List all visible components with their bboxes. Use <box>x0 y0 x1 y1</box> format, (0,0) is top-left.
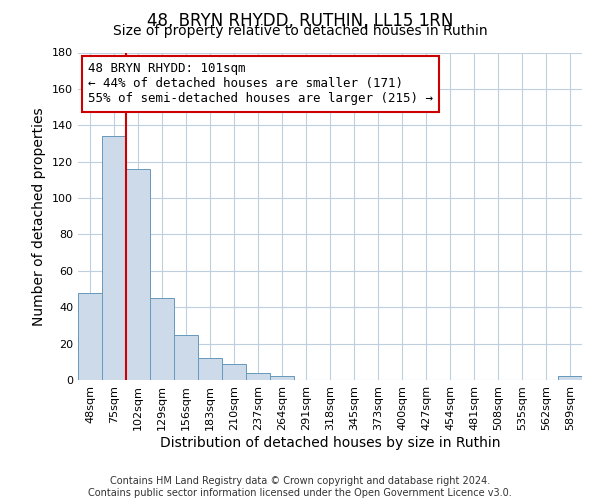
Y-axis label: Number of detached properties: Number of detached properties <box>32 107 46 326</box>
Text: 48 BRYN RHYDD: 101sqm
← 44% of detached houses are smaller (171)
55% of semi-det: 48 BRYN RHYDD: 101sqm ← 44% of detached … <box>88 62 433 106</box>
Bar <box>78 292 102 380</box>
Bar <box>198 358 222 380</box>
Bar <box>246 372 270 380</box>
Bar <box>558 376 582 380</box>
Text: Contains HM Land Registry data © Crown copyright and database right 2024.
Contai: Contains HM Land Registry data © Crown c… <box>88 476 512 498</box>
Text: 48, BRYN RHYDD, RUTHIN, LL15 1RN: 48, BRYN RHYDD, RUTHIN, LL15 1RN <box>147 12 453 30</box>
Bar <box>150 298 174 380</box>
Bar <box>270 376 294 380</box>
Bar <box>102 136 126 380</box>
Bar <box>126 169 150 380</box>
Bar <box>174 334 198 380</box>
X-axis label: Distribution of detached houses by size in Ruthin: Distribution of detached houses by size … <box>160 436 500 450</box>
Text: Size of property relative to detached houses in Ruthin: Size of property relative to detached ho… <box>113 24 487 38</box>
Bar <box>222 364 246 380</box>
